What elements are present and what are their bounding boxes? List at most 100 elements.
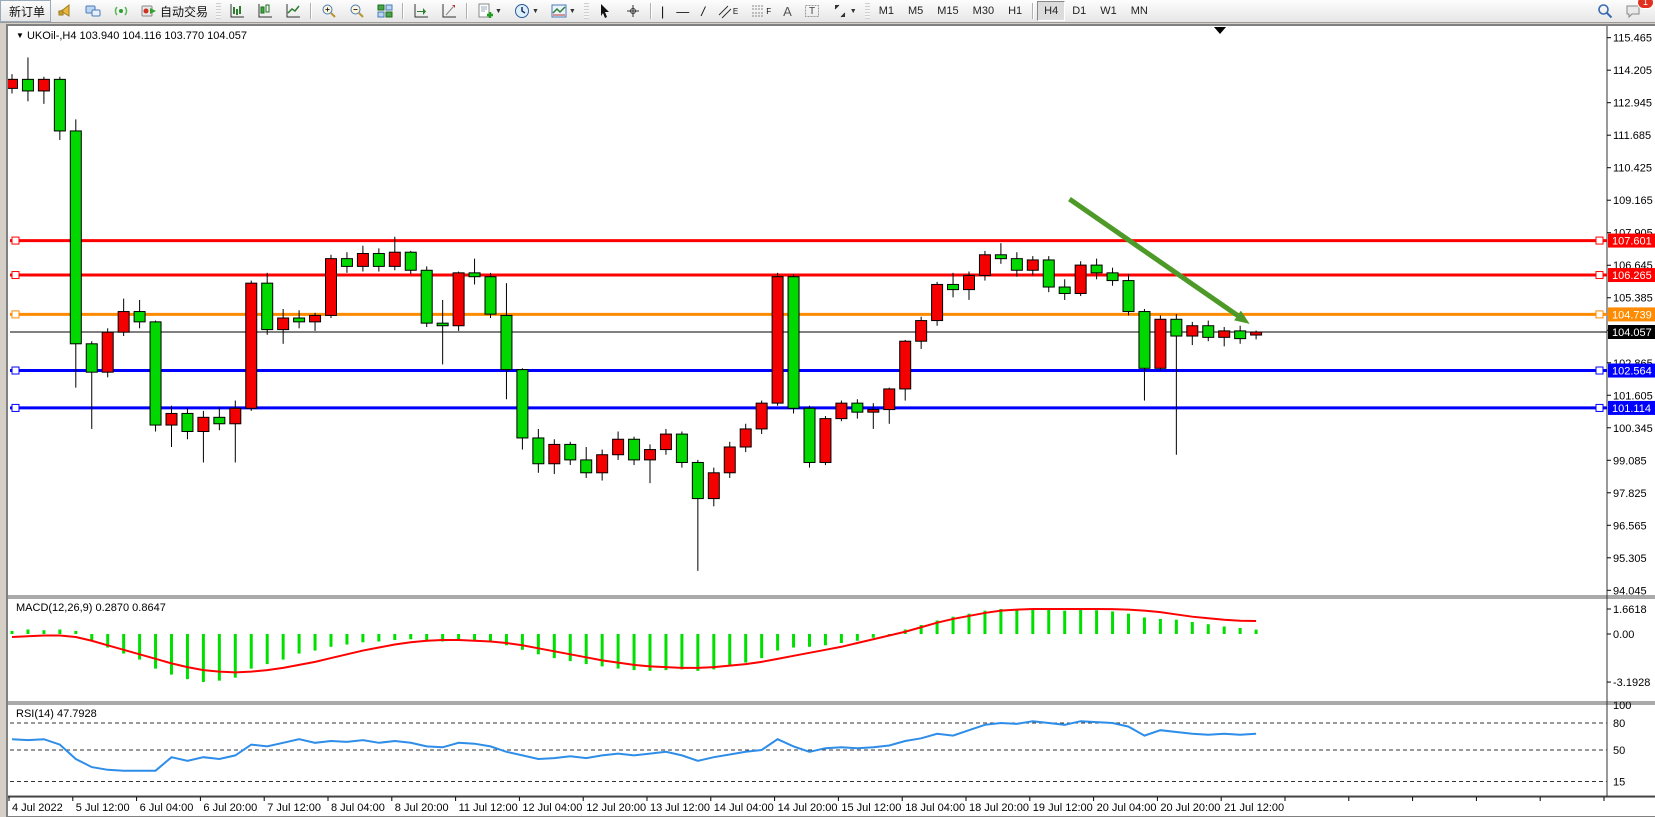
macd-histogram-bar (568, 634, 572, 662)
macd-scale-tick: 1.6618 (1607, 604, 1647, 616)
svg-text:20 Jul 20:00: 20 Jul 20:00 (1160, 802, 1220, 814)
rsi-scale-label: 50 (1613, 745, 1625, 757)
timeframe-M15[interactable]: M15 (937, 5, 959, 17)
macd-histogram-bar (1254, 629, 1258, 634)
price-tag: 107.601 (1608, 233, 1655, 248)
auto-trading-button[interactable]: 自动交易 (135, 0, 214, 22)
text-label-icon[interactable]: T (798, 0, 826, 22)
candlestick-chart-icon[interactable] (251, 0, 279, 22)
period-icon[interactable]: ▼ (508, 0, 545, 22)
candle (165, 405, 178, 447)
macd-histogram-bar (361, 634, 365, 643)
timeframe-group: M1 M5 M15 M30 H1 H4 D1 W1 MN (872, 1, 1155, 21)
time-tick: 13 Jul 12:00 (646, 797, 710, 814)
signal-icon[interactable] (107, 0, 135, 22)
collapse-icon[interactable]: ▼ (16, 31, 24, 40)
candle (372, 248, 385, 272)
candle (1186, 321, 1199, 346)
timeframe-M1[interactable]: M1 (878, 5, 894, 17)
chart-window[interactable]: ▼ UKOil-,H4 103.940 104.116 103.770 104.… (6, 24, 1655, 817)
horizontal-line-icon[interactable]: — (676, 3, 690, 19)
macd-histogram-bar (967, 613, 971, 634)
macd-histogram-bar (600, 634, 604, 667)
candle (994, 243, 1007, 264)
template-icon[interactable]: ▼ (545, 0, 582, 22)
candle (261, 272, 274, 335)
price-tag: 106.265 (1608, 268, 1655, 283)
candle (580, 446, 593, 478)
shift-marker-icon[interactable] (1214, 27, 1226, 34)
horizontal-line[interactable] (10, 236, 1607, 245)
crosshair-icon[interactable] (619, 0, 647, 22)
horizontal-line[interactable] (10, 366, 1607, 375)
horizontal-line[interactable] (10, 310, 1607, 319)
zoom-out-icon[interactable] (343, 0, 371, 22)
macd-histogram-bar (1238, 627, 1242, 634)
candle (883, 387, 896, 424)
timeframe-MN[interactable]: MN (1130, 5, 1148, 17)
horn-icon[interactable] (51, 0, 79, 22)
svg-text:112.945: 112.945 (1613, 98, 1652, 110)
chart-shift-icon[interactable] (435, 0, 463, 22)
candle (277, 308, 290, 344)
macd-histogram-bar (776, 634, 780, 651)
horizontal-line[interactable] (10, 271, 1607, 280)
macd-histogram-bar (249, 634, 253, 669)
add-indicator-icon[interactable]: ▼ (471, 0, 508, 22)
macd-histogram-bar (58, 629, 62, 634)
candle (628, 436, 641, 466)
candle (245, 280, 258, 411)
macd-histogram-bar (919, 624, 923, 634)
search-icon[interactable] (1591, 0, 1619, 22)
timeframe-M30[interactable]: M30 (972, 5, 995, 17)
time-tick: 19 Jul 12:00 (1029, 797, 1093, 814)
cursor-icon[interactable] (591, 0, 619, 22)
macd-histogram-bar (393, 634, 397, 641)
zoom-in-icon[interactable] (315, 0, 343, 22)
svg-text:13 Jul 12:00: 13 Jul 12:00 (650, 802, 710, 814)
macd-histogram-bar (122, 634, 126, 654)
tile-windows-icon[interactable] (371, 0, 399, 22)
svg-text:18 Jul 04:00: 18 Jul 04:00 (905, 802, 965, 814)
channel-icon[interactable]: E (711, 0, 744, 22)
macd-histogram-bar (425, 634, 429, 641)
candle (468, 258, 481, 285)
timeframe-M5[interactable]: M5 (907, 5, 924, 17)
candle (659, 428, 672, 455)
trend-arrow[interactable] (1068, 196, 1250, 324)
candle (915, 316, 928, 349)
terminals-icon[interactable] (79, 0, 107, 22)
auto-scroll-icon[interactable] (407, 0, 435, 22)
timeframe-D1[interactable]: D1 (1072, 5, 1087, 17)
macd-histogram-bar (999, 609, 1003, 634)
macd-histogram-bar (26, 629, 30, 634)
line-chart-icon[interactable] (279, 0, 307, 22)
svg-text:109.165: 109.165 (1613, 195, 1653, 207)
notifications-icon[interactable]: 1 (1619, 0, 1654, 22)
candle (356, 245, 369, 272)
new-order-button[interactable]: 新订单 (0, 0, 52, 22)
bar-chart-icon[interactable] (223, 0, 251, 22)
chart-canvas[interactable]: 94.045 95.305 96.565 97.825 99.085 100.345 101… (8, 26, 1655, 816)
macd-histogram-bar (632, 634, 636, 671)
svg-text:14 Jul 04:00: 14 Jul 04:00 (714, 802, 774, 814)
candle (1090, 258, 1103, 280)
timeframe-W1[interactable]: W1 (1100, 5, 1117, 17)
price-tick: 115.465 (1607, 33, 1652, 45)
svg-text:104.057: 104.057 (1612, 327, 1652, 339)
fibonacci-icon[interactable]: F (744, 0, 777, 22)
candle (675, 431, 688, 468)
timeframe-H4[interactable]: H4 (1037, 1, 1066, 21)
text-icon[interactable]: A (783, 3, 792, 19)
trendline-icon[interactable]: / (701, 3, 705, 19)
svg-text:21 Jul 12:00: 21 Jul 12:00 (1224, 802, 1284, 814)
candle (117, 298, 130, 337)
vertical-line-icon[interactable]: | (660, 3, 665, 19)
timeframe-H1[interactable]: H1 (1008, 5, 1023, 17)
time-tick: 14 Jul 04:00 (710, 797, 774, 814)
time-tick: 20 Jul 04:00 (1093, 797, 1157, 814)
candle (309, 312, 322, 331)
price-tick: 99.085 (1607, 455, 1647, 467)
candle (532, 428, 545, 473)
arrows-icon[interactable]: ▼ (826, 0, 863, 22)
